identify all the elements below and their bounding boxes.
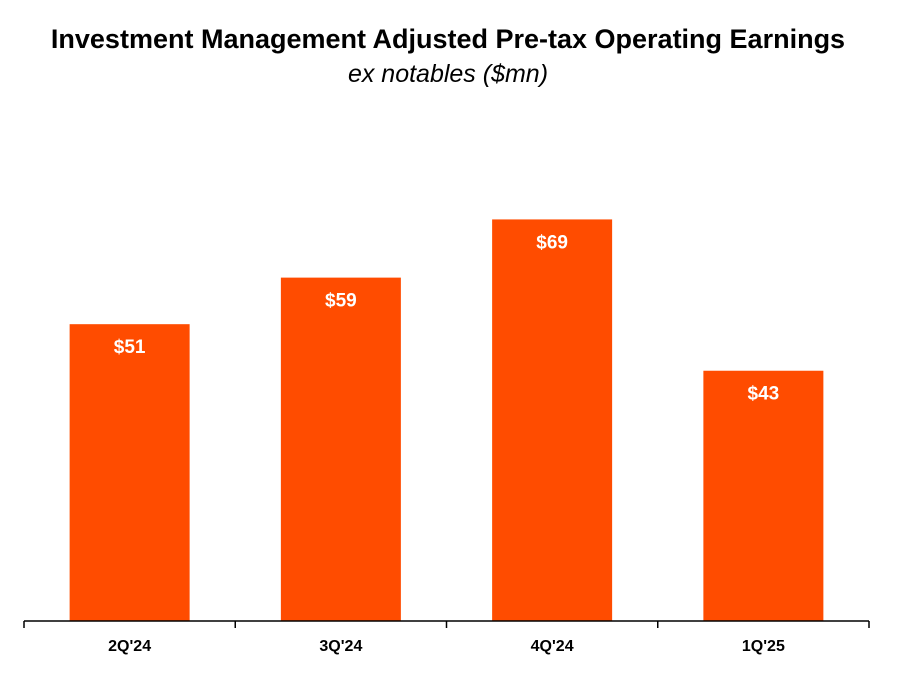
bars-group: $51 $59 $69 $43 [69,219,824,622]
bar-data-label: $69 [536,232,568,253]
bar [69,324,190,621]
chart-title: Investment Management Adjusted Pre-tax O… [50,24,846,54]
chart-subtitle: ex notables ($mn) [347,60,549,88]
x-tick-label: 1Q'25 [742,638,785,655]
bar-data-label: $51 [114,337,146,358]
bar [280,277,401,621]
bar-data-label: $59 [325,291,357,312]
x-tick-label: 2Q'24 [108,638,151,655]
x-tick-label: 3Q'24 [319,638,362,655]
bar [492,219,613,622]
bar-data-label: $43 [748,384,780,405]
x-axis-ticks: 2Q'24 3Q'24 4Q'24 1Q'25 [23,621,870,655]
x-tick-label: 4Q'24 [531,638,574,655]
bar [703,370,824,621]
